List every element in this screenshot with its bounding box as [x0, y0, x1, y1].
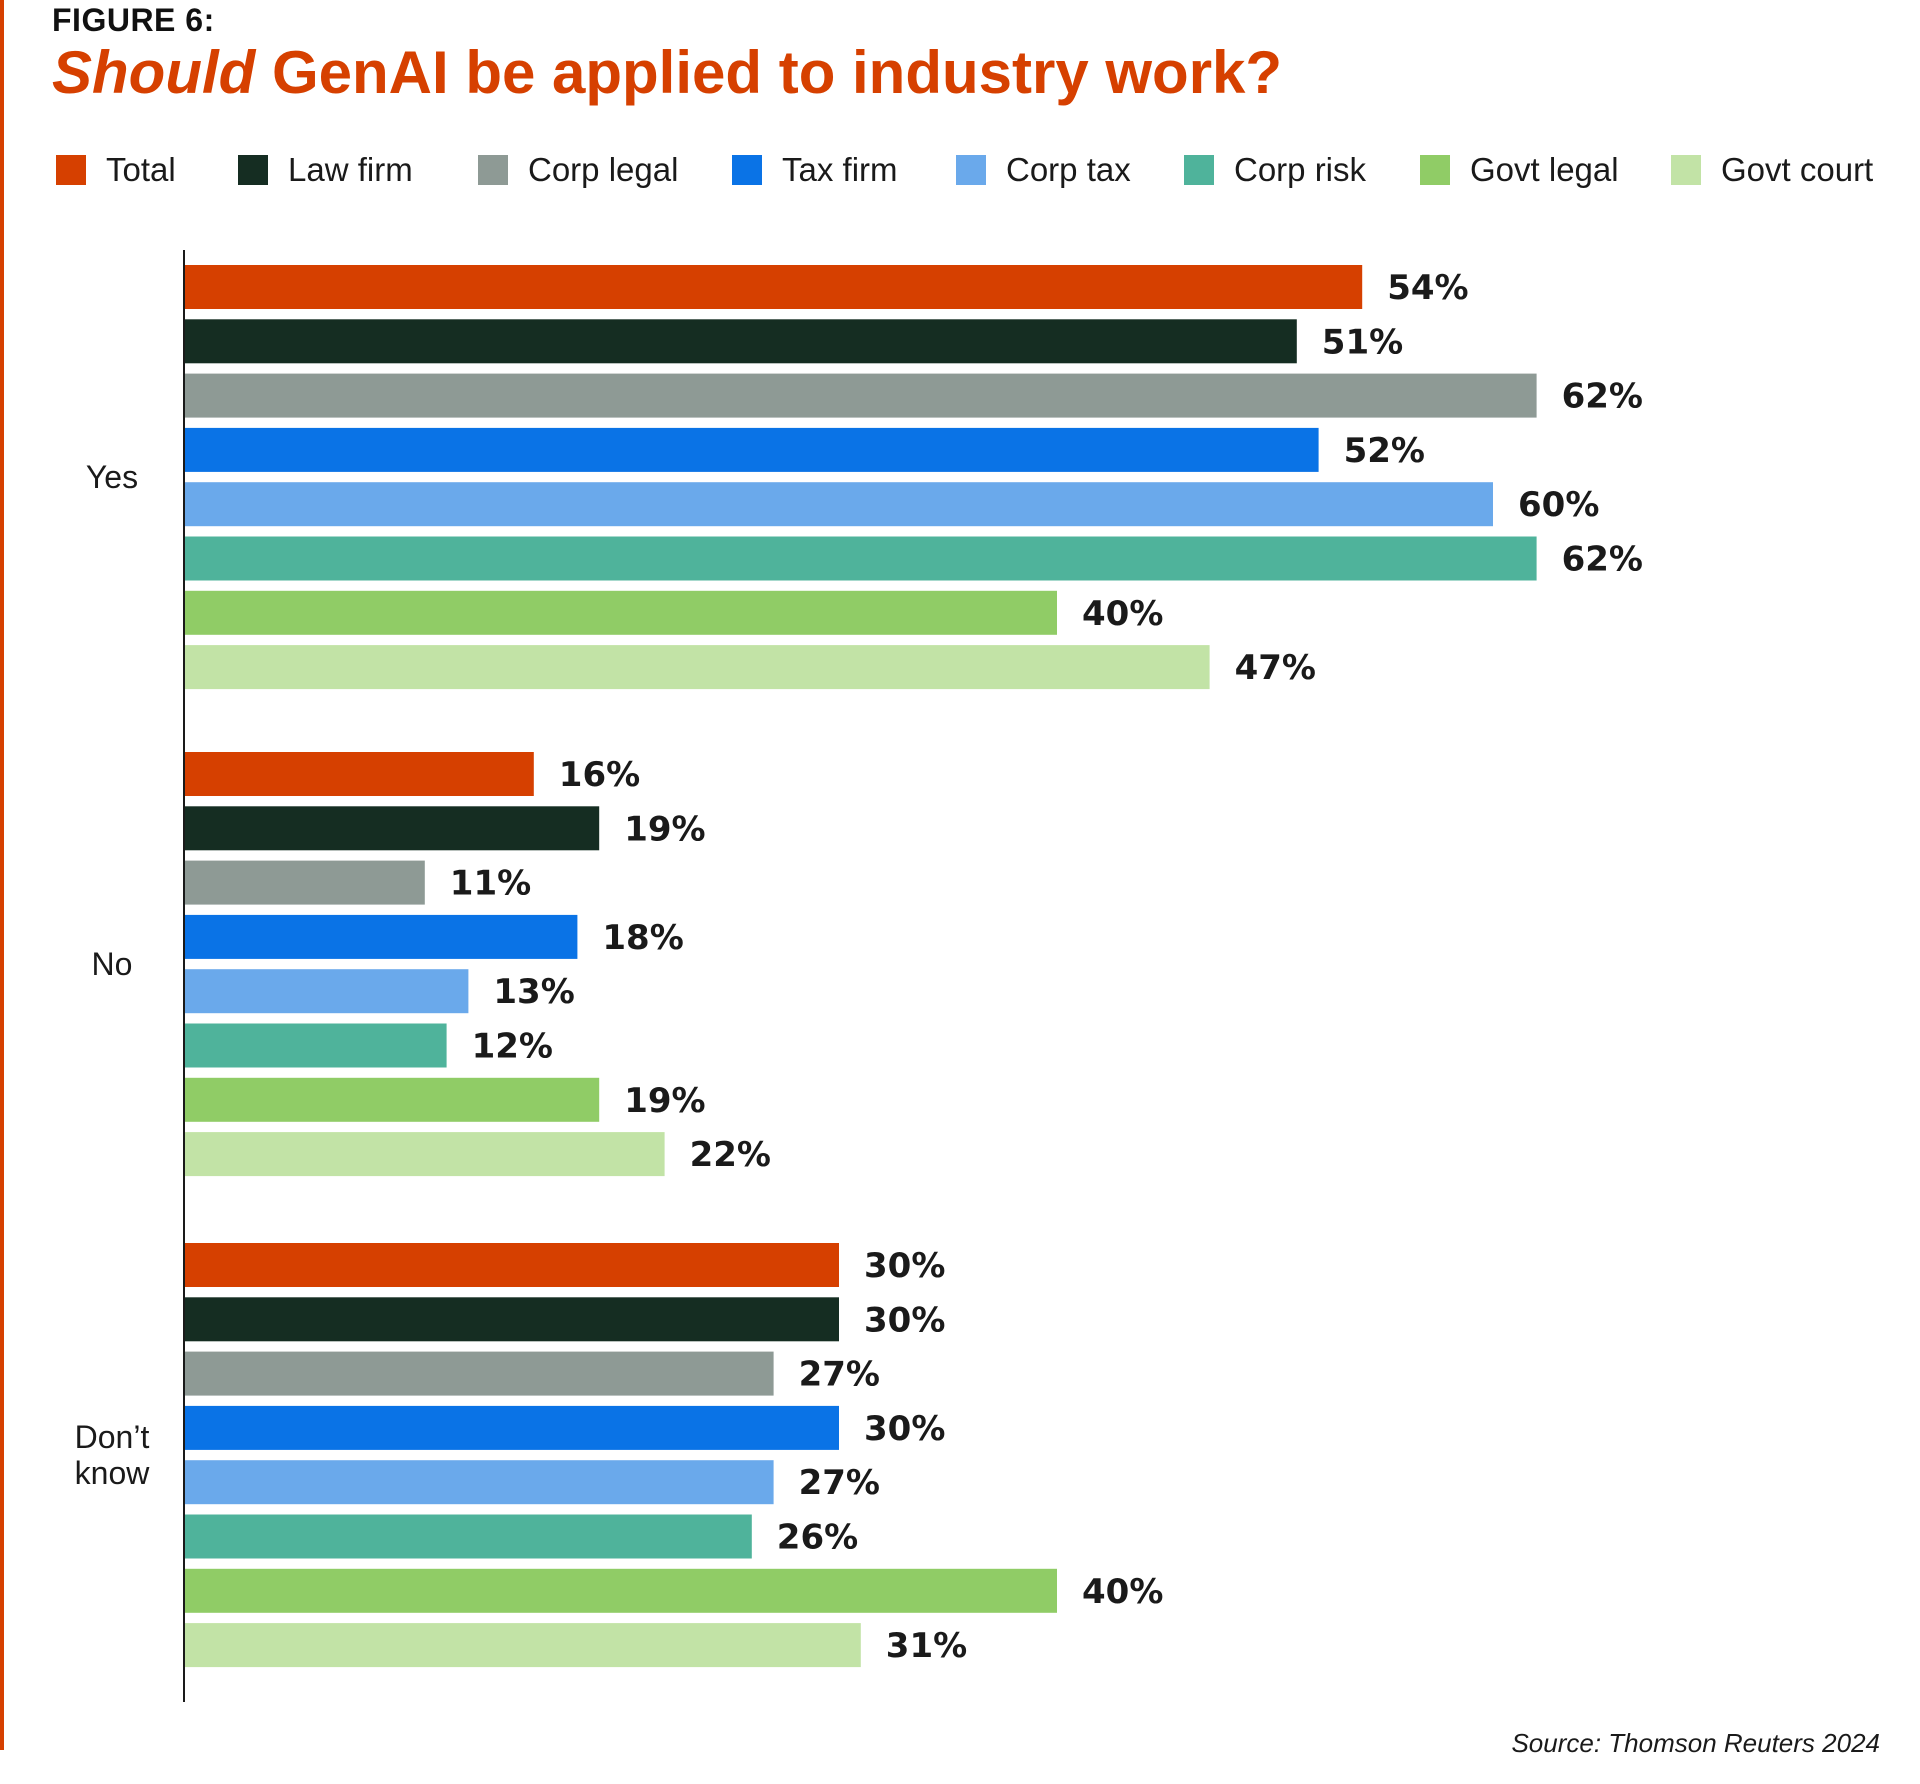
data-label-yes-law-firm: 51% — [1322, 322, 1403, 362]
chart-title-rest: GenAI be applied to industry work? — [255, 39, 1283, 106]
bar-yes-total — [185, 265, 1363, 309]
legend-label: Corp legal — [528, 151, 679, 188]
legend-label: Law firm — [288, 151, 413, 188]
data-label-no-total: 16% — [559, 755, 640, 795]
data-label-no-tax-firm: 18% — [602, 918, 683, 958]
legend-swatch — [956, 155, 986, 185]
legend-item-govt-legal: Govt legal — [1420, 150, 1619, 190]
data-label-yes-tax-firm: 52% — [1344, 431, 1425, 471]
accent-rule — [0, 0, 4, 1750]
bar-don-t-know-corp-legal — [185, 1351, 774, 1396]
legend-item-corp-tax: Corp tax — [956, 150, 1131, 190]
category-label-don-t-know: Don’t know — [75, 1419, 151, 1491]
legend-label: Govt court — [1721, 151, 1874, 188]
data-label-no-corp-legal: 11% — [450, 864, 531, 904]
data-label-yes-govt-court: 47% — [1235, 648, 1316, 688]
data-label-yes-corp-tax: 60% — [1518, 485, 1599, 525]
data-label-yes-govt-legal: 40% — [1082, 594, 1163, 634]
bar-no-govt-court — [185, 1132, 665, 1177]
bar-don-t-know-govt-court — [185, 1623, 861, 1668]
bar-don-t-know-total — [185, 1243, 839, 1287]
bar-don-t-know-law-firm — [185, 1297, 839, 1342]
data-label-don-t-know-corp-legal: 27% — [799, 1355, 880, 1395]
bar-no-govt-legal — [185, 1077, 600, 1122]
data-label-don-t-know-law-firm: 30% — [864, 1300, 945, 1340]
data-label-don-t-know-total: 30% — [864, 1246, 945, 1286]
data-label-no-corp-risk: 12% — [472, 1027, 553, 1067]
bar-yes-govt-legal — [185, 590, 1057, 635]
legend-label: Corp tax — [1006, 151, 1131, 188]
data-label-don-t-know-govt-court: 31% — [886, 1626, 967, 1666]
legend-swatch — [1420, 155, 1450, 185]
data-label-yes-corp-legal: 62% — [1562, 377, 1643, 417]
bar-no-corp-tax — [185, 969, 469, 1014]
legend-item-corp-risk: Corp risk — [1184, 150, 1366, 190]
bar-don-t-know-corp-tax — [185, 1460, 774, 1505]
bar-yes-corp-legal — [185, 373, 1537, 418]
legend-swatch — [238, 155, 268, 185]
bar-yes-corp-risk — [185, 536, 1537, 581]
bar-no-corp-legal — [185, 860, 425, 905]
source-note: Source: Thomson Reuters 2024 — [1511, 1728, 1880, 1758]
legend-label: Govt legal — [1470, 151, 1619, 188]
data-label-don-t-know-govt-legal: 40% — [1082, 1572, 1163, 1612]
legend-swatch — [732, 155, 762, 185]
bar-don-t-know-corp-risk — [185, 1514, 752, 1559]
data-label-no-govt-court: 22% — [690, 1135, 771, 1175]
bar-yes-tax-firm — [185, 427, 1319, 472]
category-label-yes: Yes — [86, 459, 138, 495]
legend-item-govt-court: Govt court — [1671, 150, 1873, 190]
legend-label: Corp risk — [1234, 151, 1367, 188]
legend-label: Tax firm — [782, 151, 898, 188]
data-label-yes-total: 54% — [1387, 268, 1468, 308]
data-label-don-t-know-corp-risk: 26% — [777, 1518, 858, 1558]
bar-no-tax-firm — [185, 914, 578, 959]
bar-yes-govt-court — [185, 645, 1210, 690]
category-label-no: No — [92, 946, 133, 982]
data-label-no-corp-tax: 13% — [493, 972, 574, 1012]
legend-item-tax-firm: Tax firm — [732, 150, 898, 190]
data-label-yes-corp-risk: 62% — [1562, 540, 1643, 580]
legend-swatch — [1671, 155, 1701, 185]
bar-no-law-firm — [185, 806, 600, 851]
legend-item-law-firm: Law firm — [238, 150, 413, 190]
legend-label: Total — [106, 151, 176, 188]
chart-title: Should GenAI be applied to industry work… — [52, 38, 1282, 107]
bar-no-corp-risk — [185, 1023, 447, 1068]
bar-yes-law-firm — [185, 319, 1297, 364]
legend-item-total: Total — [56, 150, 176, 190]
data-label-don-t-know-corp-tax: 27% — [799, 1463, 880, 1503]
data-label-no-law-firm: 19% — [624, 809, 705, 849]
bar-don-t-know-govt-legal — [185, 1568, 1057, 1613]
chart-title-emphasis: Should — [52, 39, 256, 106]
legend-swatch — [56, 155, 86, 185]
data-label-don-t-know-tax-firm: 30% — [864, 1409, 945, 1449]
legend-swatch — [478, 155, 508, 185]
bar-don-t-know-tax-firm — [185, 1405, 839, 1450]
bar-yes-corp-tax — [185, 482, 1493, 527]
bar-no-total — [185, 752, 534, 796]
figure-label: FIGURE 6: — [52, 2, 215, 38]
legend-swatch — [1184, 155, 1214, 185]
legend-item-corp-legal: Corp legal — [478, 150, 678, 190]
data-label-no-govt-legal: 19% — [624, 1081, 705, 1121]
